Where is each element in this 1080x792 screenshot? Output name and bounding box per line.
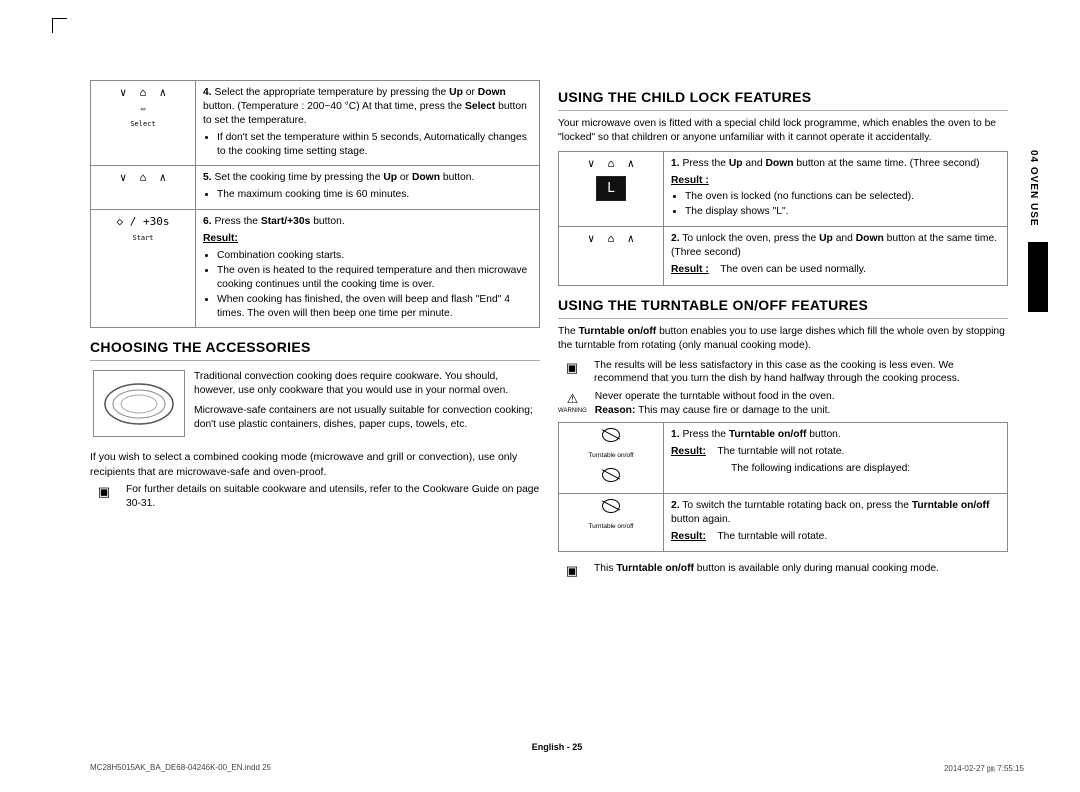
page-footer-center: English - 25 xyxy=(90,742,1024,752)
temp-steps-table: ∨ ⌂ ∧▭Select 4. Select the appropriate t… xyxy=(90,80,540,328)
start30s-icon: ◇ / +30sStart xyxy=(98,215,188,245)
heading-childlock: USING THE CHILD LOCK FEATURES xyxy=(558,88,1008,107)
childlock-table: ∨ ⌂ ∧ L 1. Press the Up and Down button … xyxy=(558,151,1008,286)
note-icon: ▣ xyxy=(90,483,118,511)
icon-cell: ∨ ⌂ ∧▭Select xyxy=(91,81,196,166)
heading-accessories: CHOOSING THE ACCESSORIES xyxy=(90,338,540,357)
icon-cell: ∨ ⌂ ∧ xyxy=(91,166,196,210)
table-row: ∨ ⌂ ∧ 5. Set the cooking time by pressin… xyxy=(91,166,540,210)
updown-icon: ∨ ⌂ ∧ xyxy=(566,157,656,172)
note-turntable-availability: ▣ This Turntable on/off button is availa… xyxy=(558,562,1008,580)
heading-turntable: USING THE TURNTABLE ON/OFF FEATURES xyxy=(558,296,1008,315)
step-content: 4. Select the appropriate temperature by… xyxy=(196,81,540,166)
step-num: 4. xyxy=(203,87,212,98)
table-row: ∨ ⌂ ∧ 2. To unlock the oven, press the U… xyxy=(559,227,1008,286)
childlock-intro: Your microwave oven is fitted with a spe… xyxy=(558,117,1008,145)
turntable-indicator-icon xyxy=(602,468,620,482)
page-footer-meta: MC28H5015AK_BA_DE68-04246K-00_EN.indd 25… xyxy=(90,763,1024,774)
table-row: ∨ ⌂ ∧ L 1. Press the Up and Down button … xyxy=(559,151,1008,227)
note-icon: ▣ xyxy=(558,562,586,580)
warning-turntable: ⚠WARNING Never operate the turntable wit… xyxy=(558,390,1008,418)
side-tab-label: 04 OVEN USE xyxy=(1028,150,1039,227)
table-row: ◇ / +30sStart 6. Press the Start/+30s bu… xyxy=(91,210,540,328)
icon-cell: ◇ / +30sStart xyxy=(91,210,196,328)
table-row: ∨ ⌂ ∧▭Select 4. Select the appropriate t… xyxy=(91,81,540,166)
side-tab: 04 OVEN USE xyxy=(1028,150,1050,300)
accessories-block: Traditional convection cooking does requ… xyxy=(90,367,540,440)
plate-icon xyxy=(93,370,185,437)
updown-icon: ∨ ⌂ ∧ xyxy=(98,171,188,186)
turntable-icon xyxy=(602,428,620,442)
crop-mark xyxy=(52,18,67,33)
note-turntable-even: ▣ The results will be less satisfactory … xyxy=(558,359,1008,387)
note-icon: ▣ xyxy=(558,359,586,387)
page-body: ∨ ⌂ ∧▭Select 4. Select the appropriate t… xyxy=(90,80,1024,710)
updown-select-icon: ∨ ⌂ ∧▭Select xyxy=(98,86,188,131)
display-L-icon: L xyxy=(596,176,626,202)
left-column: ∨ ⌂ ∧▭Select 4. Select the appropriate t… xyxy=(90,80,540,710)
turntable-icon xyxy=(602,499,620,513)
table-row: Turntable on/off 1. Press the Turntable … xyxy=(559,423,1008,494)
turntable-table: Turntable on/off 1. Press the Turntable … xyxy=(558,422,1008,552)
side-tab-marker xyxy=(1028,242,1048,312)
updown-icon: ∨ ⌂ ∧ xyxy=(566,232,656,247)
turntable-intro: The Turntable on/off button enables you … xyxy=(558,325,1008,353)
right-column: USING THE CHILD LOCK FEATURES Your micro… xyxy=(558,80,1008,710)
accessories-p3: If you wish to select a combined cooking… xyxy=(90,450,540,478)
warning-icon: ⚠WARNING xyxy=(558,390,587,418)
note-cookware: ▣ For further details on suitable cookwa… xyxy=(90,483,540,511)
table-row: Turntable on/off 2. To switch the turnta… xyxy=(559,493,1008,552)
